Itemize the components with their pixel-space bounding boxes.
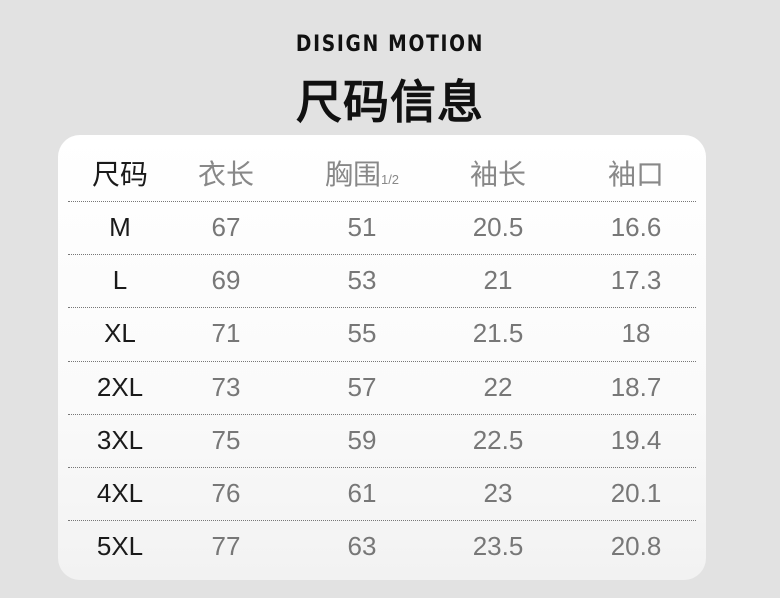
size-label: 5XL [96, 531, 144, 562]
row-divider [68, 520, 696, 522]
size-label: 2XL [96, 371, 144, 402]
size-label: 4XL [96, 478, 144, 508]
table-row: 5XL 77 63 23.5 20.8 [68, 520, 696, 573]
table-cell: 20.8 [610, 531, 662, 562]
table-row: L 69 53 21 17.3 [68, 254, 696, 307]
table-cell: 76 [211, 478, 241, 508]
column-label: 胸围 [324, 159, 381, 190]
table-cell: 21 [483, 265, 513, 296]
table-cell: 21.5 [472, 318, 524, 349]
column-header: 袖长 [438, 148, 558, 201]
row-divider [68, 413, 696, 415]
table-cell: 22.5 [472, 424, 524, 455]
table-cell: 18 [621, 318, 651, 349]
table-row: 3XL 75 59 22.5 19.4 [68, 414, 696, 467]
column-header: 衣长 [166, 148, 286, 201]
table-cell: 23 [483, 478, 513, 508]
table-cell: 20.5 [472, 212, 524, 242]
page-title: 尺码信息 [296, 75, 484, 129]
row-divider [68, 307, 696, 309]
table-cell: 71 [211, 318, 241, 349]
table-cell: 18.7 [610, 371, 662, 402]
row-divider [68, 201, 696, 202]
table-cell: 61 [347, 478, 377, 508]
table-cell: 19.4 [610, 424, 662, 455]
table-cell: 55 [347, 318, 377, 349]
table-cell: 73 [211, 371, 241, 402]
size-label: XL [104, 318, 136, 349]
column-label: 尺码 [91, 159, 148, 190]
brand-logo-text: DISIGN MOTION [295, 32, 485, 57]
table-row: M 67 51 20.5 16.6 [68, 201, 696, 254]
table-cell: 22 [483, 371, 513, 402]
table-cell: 17.3 [610, 265, 662, 296]
column-label: 袖口 [607, 159, 664, 190]
table-cell: 23.5 [472, 531, 524, 562]
row-divider [68, 467, 696, 468]
column-label: 袖长 [469, 159, 526, 190]
table-row: 2XL 73 57 22 18.7 [68, 361, 696, 414]
table-cell: 63 [347, 531, 377, 562]
table-cell: 20.1 [610, 478, 662, 508]
size-table: 尺码 衣长 胸围1/2 袖长 袖口 M 67 51 20.5 16.6 L 69 53 21 17.3 XL 7… [58, 135, 706, 580]
column-label: 衣长 [197, 159, 254, 190]
column-unit: 1/2 [380, 172, 400, 187]
row-divider [68, 360, 696, 362]
size-label: M [109, 212, 131, 242]
table-cell: 16.6 [610, 212, 662, 242]
size-label: L [112, 265, 128, 296]
table-cell: 67 [211, 212, 241, 242]
table-cell: 77 [211, 531, 241, 562]
table-header: 尺码 衣长 胸围1/2 袖长 袖口 [68, 148, 696, 201]
table-cell: 75 [211, 424, 241, 455]
table-cell: 57 [347, 371, 377, 402]
table-cell: 59 [347, 424, 377, 455]
table-row: XL 71 55 21.5 18 [68, 307, 696, 360]
row-divider [68, 254, 696, 256]
column-header: 尺码 [60, 148, 180, 201]
table-row: 4XL 76 61 23 20.1 [68, 467, 696, 520]
table-cell: 69 [211, 265, 241, 296]
size-label: 3XL [96, 424, 144, 455]
column-header: 袖口 [576, 148, 696, 201]
column-header: 胸围1/2 [302, 148, 422, 201]
table-cell: 53 [347, 265, 377, 296]
table-cell: 51 [347, 212, 377, 242]
